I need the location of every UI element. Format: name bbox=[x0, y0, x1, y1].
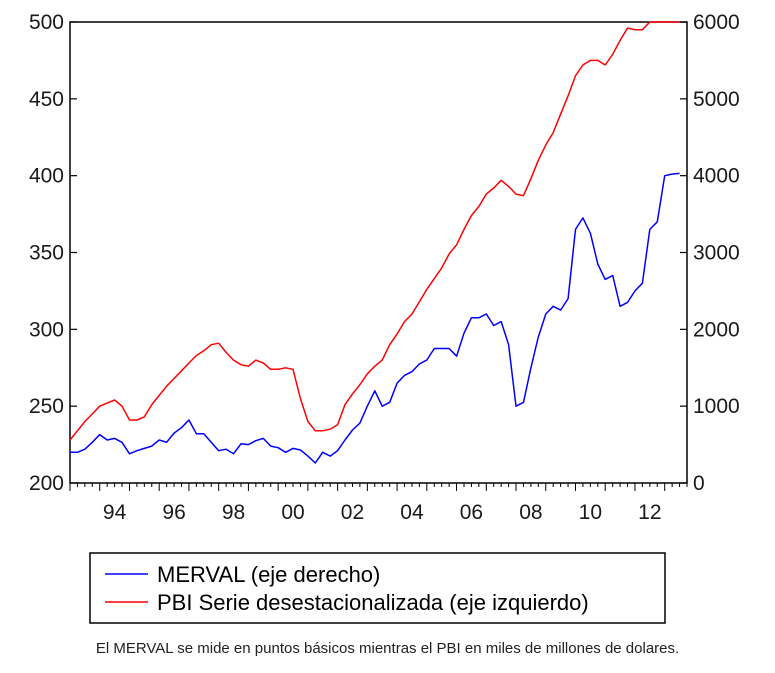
legend-box bbox=[89, 552, 666, 624]
right-tick-label: 2000 bbox=[693, 318, 740, 341]
series-line-merval bbox=[70, 172, 680, 464]
x-tick-label: 12 bbox=[638, 501, 661, 524]
x-tick-label: 02 bbox=[341, 501, 364, 524]
legend-merval-label: MERVAL (eje derecho) bbox=[157, 562, 380, 587]
series-layer bbox=[69, 21, 680, 464]
series-line-pbi bbox=[69, 21, 680, 441]
right-tick-label: 4000 bbox=[693, 165, 740, 188]
x-tick-label: 08 bbox=[519, 501, 542, 524]
x-tick-label: 10 bbox=[579, 501, 602, 524]
right-y-axis: 0 1000 2000 3000 4000 5000 6000 bbox=[680, 11, 740, 495]
left-tick-label: 250 bbox=[29, 395, 64, 418]
right-tick-label: 3000 bbox=[693, 242, 740, 265]
chart-caption: El MERVAL se mide en puntos básicos mien… bbox=[95, 640, 680, 657]
left-tick-label: 300 bbox=[29, 318, 64, 341]
right-tick-label: 5000 bbox=[693, 88, 740, 111]
x-tick-label: 06 bbox=[460, 501, 483, 524]
left-y-axis: 200 250 300 350 400 450 500 bbox=[29, 11, 77, 495]
left-tick-label: 450 bbox=[29, 88, 64, 111]
right-tick-label: 1000 bbox=[693, 395, 740, 418]
left-tick-label: 200 bbox=[29, 472, 64, 495]
x-tick-label: 04 bbox=[400, 501, 424, 524]
left-tick-label: 500 bbox=[29, 11, 64, 34]
right-tick-label: 0 bbox=[693, 472, 705, 495]
right-tick-label: 6000 bbox=[693, 11, 740, 34]
x-tick-label: 94 bbox=[103, 501, 127, 524]
x-axis: 94 96 98 00 02 04 06 08 10 12 bbox=[69, 483, 688, 524]
x-tick-label: 98 bbox=[222, 501, 245, 524]
left-tick-label: 350 bbox=[29, 242, 64, 265]
legend-pbi-label: PBI Serie desestacionalizada (eje izquie… bbox=[157, 590, 589, 615]
left-tick-label: 400 bbox=[29, 165, 64, 188]
x-tick-label: 00 bbox=[281, 501, 304, 524]
x-tick-label: 96 bbox=[162, 501, 185, 524]
